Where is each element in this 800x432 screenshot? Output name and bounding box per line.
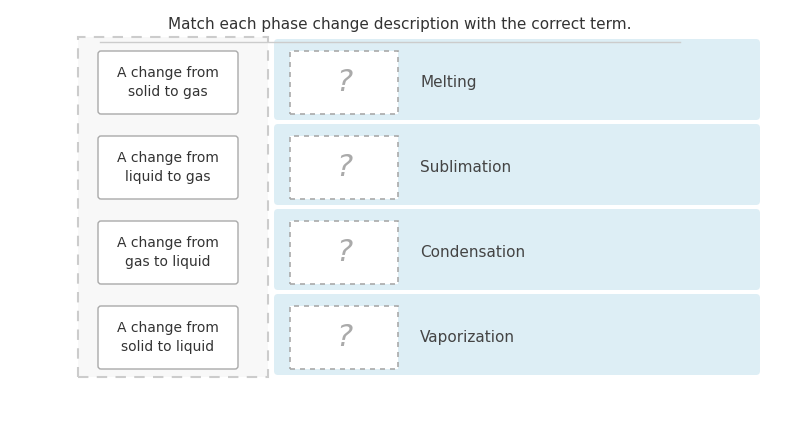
FancyBboxPatch shape [274,124,760,205]
FancyBboxPatch shape [98,136,238,199]
Text: ?: ? [336,323,352,352]
Text: A change from
solid to gas: A change from solid to gas [117,66,219,99]
FancyBboxPatch shape [290,221,398,284]
FancyBboxPatch shape [290,306,398,369]
FancyBboxPatch shape [98,221,238,284]
Text: Condensation: Condensation [420,245,525,260]
Text: ?: ? [336,153,352,182]
FancyBboxPatch shape [274,209,760,290]
Text: Match each phase change description with the correct term.: Match each phase change description with… [168,17,632,32]
Text: ?: ? [336,238,352,267]
Text: A change from
liquid to gas: A change from liquid to gas [117,151,219,184]
Text: A change from
gas to liquid: A change from gas to liquid [117,236,219,269]
Text: Sublimation: Sublimation [420,160,511,175]
Text: A change from
solid to liquid: A change from solid to liquid [117,321,219,354]
FancyBboxPatch shape [274,39,760,120]
Text: Melting: Melting [420,75,477,90]
FancyBboxPatch shape [290,136,398,199]
Text: Vaporization: Vaporization [420,330,515,345]
FancyBboxPatch shape [98,51,238,114]
FancyBboxPatch shape [274,294,760,375]
Text: ?: ? [336,68,352,97]
FancyBboxPatch shape [78,37,268,377]
FancyBboxPatch shape [98,306,238,369]
FancyBboxPatch shape [290,51,398,114]
